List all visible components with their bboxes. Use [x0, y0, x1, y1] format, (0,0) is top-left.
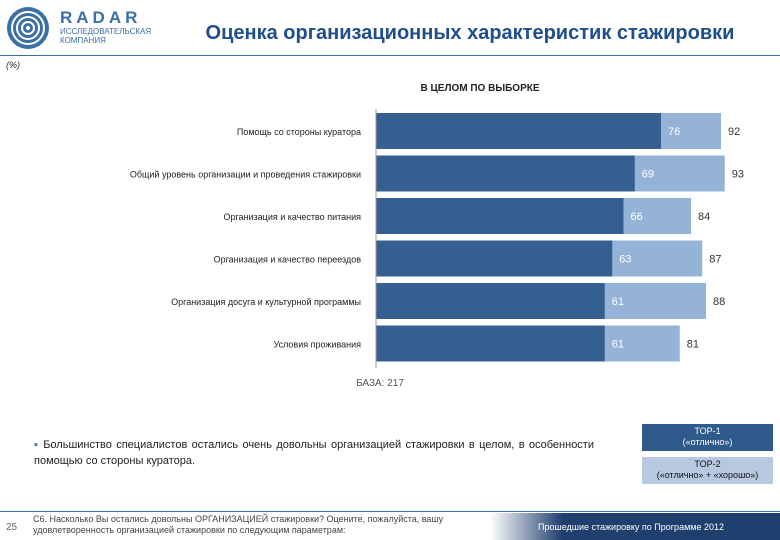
legend-top1-title: TOP-1	[694, 426, 721, 436]
bar-top1	[376, 325, 605, 362]
bar-top1-value: 63	[619, 254, 631, 266]
bar-top2-value: 87	[709, 254, 721, 266]
category-label: Помощь со стороны куратора	[237, 127, 361, 137]
bar-top2-value: 88	[713, 296, 725, 308]
bar-top2-value: 84	[698, 211, 710, 223]
logo-wordmark: RADAR	[60, 8, 142, 27]
bar-top2-value: 93	[732, 169, 744, 181]
bar-top1	[376, 283, 605, 319]
bar-chart: 76 92 Помощь со стороны куратора 69 93 Общий …	[130, 109, 744, 368]
bar-top2-value: 81	[687, 339, 699, 351]
radar-logo-icon	[7, 7, 49, 49]
legend-top2-title: TOP-2	[694, 459, 721, 469]
category-label: Организация и качество питания	[223, 212, 361, 222]
legend-top2: TOP-2 («отлично» + «хорошо»)	[642, 457, 773, 484]
legend-top2-desc: («отлично» + «хорошо»)	[656, 470, 759, 480]
bar-top1	[376, 240, 613, 277]
category-label: Условия проживания	[273, 340, 361, 350]
footer-band	[490, 513, 780, 540]
question-text: C6. Насколько Вы остались довольны ОРГАН…	[33, 514, 444, 535]
legend-top1: TOP-1 («отлично»)	[642, 424, 773, 451]
summary-text-body: Большинство специалистов остались очень …	[34, 439, 594, 467]
category-label: Организация и качество переездов	[214, 255, 362, 265]
category-label: Общий уровень организации и проведения с…	[130, 170, 361, 180]
bar-top1-value: 69	[642, 169, 654, 181]
category-label: Организация досуга и культурной программ…	[171, 297, 361, 307]
bar-top1-value: 61	[612, 296, 624, 308]
summary-text: ▪ Большинство специалистов остались очень…	[34, 437, 594, 469]
page-title: Оценка организационных характеристик ста…	[205, 22, 735, 44]
chart-heading: В ЦЕЛОМ ПО ВЫБОРКЕ	[420, 83, 540, 94]
footer-divider	[0, 511, 780, 512]
page-number: 25	[6, 522, 18, 533]
bar-top1	[376, 198, 624, 234]
bar-top1-value: 66	[631, 211, 643, 223]
bullet-icon: ▪	[34, 439, 40, 451]
legend-top1-desc: («отлично»)	[682, 437, 733, 447]
header: RADAR ИССЛЕДОВАТЕЛЬСКАЯ КОМПАНИЯ Оценка …	[0, 0, 780, 58]
units-label: (%)	[6, 60, 20, 70]
bar-top1	[376, 155, 635, 192]
logo-subtitle: ИССЛЕДОВАТЕЛЬСКАЯ КОМПАНИЯ	[60, 27, 152, 45]
bar-top1	[376, 113, 661, 149]
bar-top1-value: 61	[612, 339, 624, 351]
bar-top2-value: 92	[728, 126, 740, 138]
header-divider	[0, 55, 780, 56]
program-label: Прошедшие стажировку по Программе 2012	[538, 522, 724, 532]
base-label: БАЗА: 217	[356, 378, 404, 389]
bar-top1-value: 76	[668, 126, 680, 138]
